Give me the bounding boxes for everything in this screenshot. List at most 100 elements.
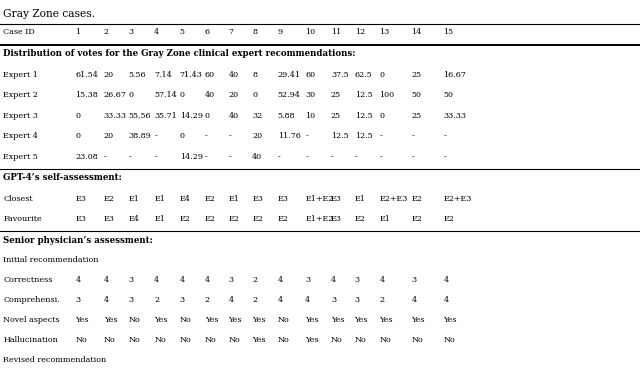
- Text: 12.5: 12.5: [355, 132, 372, 140]
- Text: Closest: Closest: [3, 195, 33, 203]
- Text: 3: 3: [129, 296, 134, 304]
- Text: No: No: [180, 316, 191, 324]
- Text: 32: 32: [252, 112, 262, 120]
- Text: 15: 15: [444, 28, 454, 36]
- Text: 0: 0: [205, 112, 210, 120]
- Text: E3: E3: [331, 195, 342, 203]
- Text: 12: 12: [355, 28, 365, 36]
- Text: 3: 3: [355, 276, 360, 284]
- Text: 25: 25: [412, 71, 422, 79]
- Text: 0: 0: [180, 91, 185, 99]
- Text: 37.5: 37.5: [331, 71, 349, 79]
- Text: 57.14: 57.14: [154, 91, 177, 99]
- Text: 12.5: 12.5: [355, 91, 372, 99]
- Text: E2: E2: [355, 215, 365, 223]
- Text: E2: E2: [205, 215, 216, 223]
- Text: No: No: [331, 336, 342, 344]
- Text: 50: 50: [444, 91, 454, 99]
- Text: 20: 20: [104, 71, 114, 79]
- Text: 16.67: 16.67: [444, 71, 467, 79]
- Text: 4: 4: [154, 28, 159, 36]
- Text: 50: 50: [412, 91, 422, 99]
- Text: No: No: [380, 336, 391, 344]
- Text: 11.76: 11.76: [278, 132, 301, 140]
- Text: 40: 40: [228, 71, 239, 79]
- Text: 100: 100: [380, 91, 395, 99]
- Text: Yes: Yes: [380, 316, 393, 324]
- Text: 0: 0: [180, 132, 185, 140]
- Text: 52.94: 52.94: [278, 91, 301, 99]
- Text: -: -: [355, 153, 357, 161]
- Text: 29.41: 29.41: [278, 71, 301, 79]
- Text: Expert 5: Expert 5: [3, 153, 38, 161]
- Text: 4: 4: [444, 276, 449, 284]
- Text: 25: 25: [331, 91, 341, 99]
- Text: No: No: [205, 336, 216, 344]
- Text: 4: 4: [228, 296, 234, 304]
- Text: Yes: Yes: [331, 316, 344, 324]
- Text: Correctness: Correctness: [3, 276, 52, 284]
- Text: 3: 3: [129, 276, 134, 284]
- Text: 71.43: 71.43: [180, 71, 203, 79]
- Text: No: No: [444, 336, 455, 344]
- Text: 0: 0: [129, 91, 134, 99]
- Text: 20: 20: [228, 91, 239, 99]
- Text: E4: E4: [129, 215, 140, 223]
- Text: No: No: [129, 336, 140, 344]
- Text: Yes: Yes: [252, 316, 266, 324]
- Text: E3: E3: [104, 215, 115, 223]
- Text: 60: 60: [305, 71, 316, 79]
- Text: 5.88: 5.88: [278, 112, 295, 120]
- Text: Hallucination: Hallucination: [3, 336, 58, 344]
- Text: E2: E2: [412, 215, 422, 223]
- Text: No: No: [228, 336, 240, 344]
- Text: 4: 4: [180, 276, 185, 284]
- Text: Case ID: Case ID: [3, 28, 35, 36]
- Text: 13: 13: [380, 28, 390, 36]
- Text: 15.38: 15.38: [76, 91, 99, 99]
- Text: 2: 2: [104, 28, 109, 36]
- Text: No: No: [278, 336, 289, 344]
- Text: 4: 4: [278, 276, 283, 284]
- Text: 33.33: 33.33: [444, 112, 467, 120]
- Text: Initial recommendation: Initial recommendation: [3, 256, 99, 264]
- Text: 5.56: 5.56: [129, 71, 147, 79]
- Text: 3: 3: [228, 276, 234, 284]
- Text: -: -: [154, 132, 157, 140]
- Text: 2: 2: [205, 296, 210, 304]
- Text: No: No: [412, 336, 423, 344]
- Text: 1: 1: [76, 28, 81, 36]
- Text: 3: 3: [76, 296, 81, 304]
- Text: Favourite: Favourite: [3, 215, 42, 223]
- Text: 3: 3: [305, 276, 310, 284]
- Text: 3: 3: [412, 276, 417, 284]
- Text: 0: 0: [252, 91, 257, 99]
- Text: -: -: [154, 153, 157, 161]
- Text: 9: 9: [278, 28, 283, 36]
- Text: 62.5: 62.5: [355, 71, 372, 79]
- Text: 3: 3: [331, 296, 336, 304]
- Text: Distribution of votes for the Gray Zone clinical expert recommendations:: Distribution of votes for the Gray Zone …: [3, 49, 356, 58]
- Text: 14.29: 14.29: [180, 112, 203, 120]
- Text: E2: E2: [278, 215, 289, 223]
- Text: 12.5: 12.5: [355, 112, 372, 120]
- Text: 7.14: 7.14: [154, 71, 172, 79]
- Text: 4: 4: [305, 296, 310, 304]
- Text: E1+E2: E1+E2: [305, 195, 333, 203]
- Text: 35.71: 35.71: [154, 112, 177, 120]
- Text: No: No: [278, 316, 289, 324]
- Text: Yes: Yes: [104, 316, 117, 324]
- Text: E1: E1: [154, 195, 165, 203]
- Text: 30: 30: [305, 91, 316, 99]
- Text: Yes: Yes: [154, 316, 168, 324]
- Text: Yes: Yes: [76, 316, 89, 324]
- Text: 4: 4: [278, 296, 283, 304]
- Text: Yes: Yes: [305, 336, 319, 344]
- Text: 10: 10: [305, 112, 316, 120]
- Text: 23.08: 23.08: [76, 153, 99, 161]
- Text: 4: 4: [380, 276, 385, 284]
- Text: 4: 4: [76, 276, 81, 284]
- Text: E2: E2: [412, 195, 422, 203]
- Text: Yes: Yes: [252, 336, 266, 344]
- Text: 11: 11: [331, 28, 341, 36]
